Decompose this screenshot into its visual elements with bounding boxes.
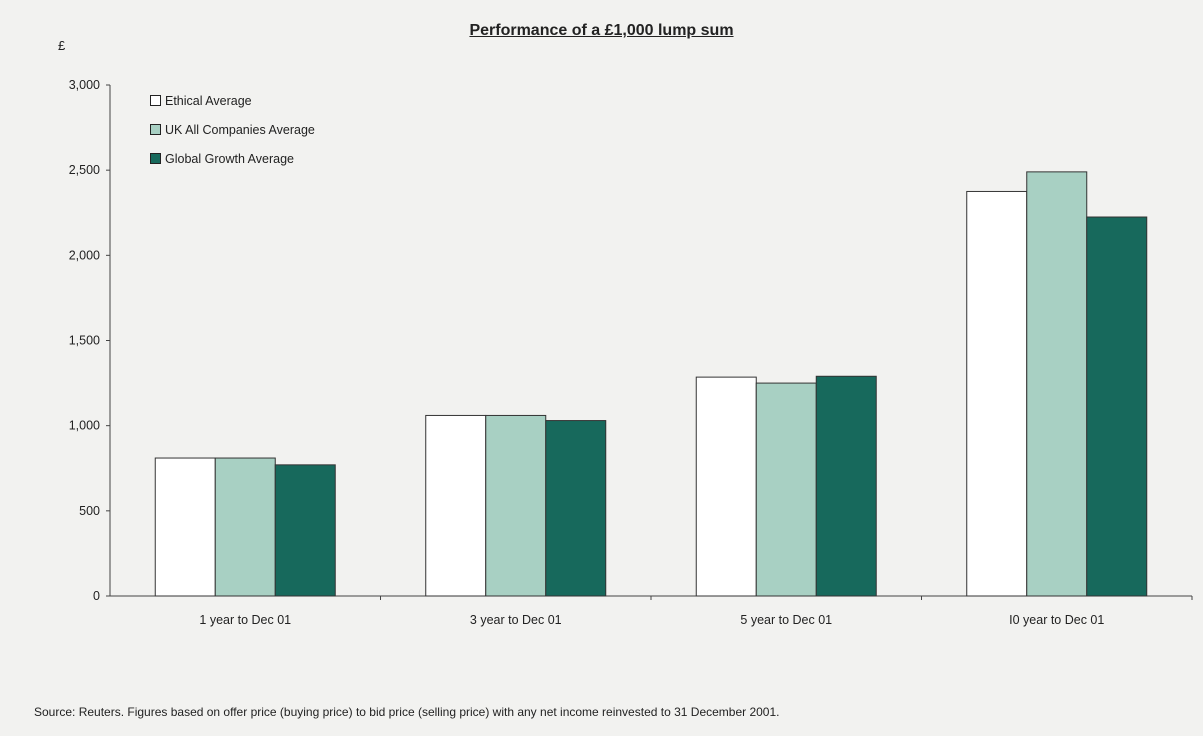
legend-swatch-ethical [150,95,161,106]
bar [1086,216,1148,597]
legend-swatch-uk-all-companies [150,124,161,135]
bar [695,376,757,597]
x-tick-label: I0 year to Dec 01 [1009,613,1104,627]
chart-legend: Ethical Average UK All Companies Average… [150,86,315,173]
bar [154,457,216,597]
bar [815,375,877,597]
bar [755,382,817,597]
legend-item-uk-all-companies: UK All Companies Average [150,115,315,144]
legend-label-uk-all-companies: UK All Companies Average [165,122,315,137]
legend-item-global-growth: Global Growth Average [150,144,315,173]
bar [966,190,1028,597]
y-tick-label: 2,000 [69,248,100,262]
bar [425,414,487,597]
chart-title: Performance of a £1,000 lump sum [469,22,734,39]
y-tick-label: 1,000 [69,419,100,433]
y-tick-label: 0 [93,589,100,603]
y-tick-label: 2,500 [69,163,100,177]
legend-item-ethical: Ethical Average [150,86,315,115]
bar [1026,171,1088,597]
bar [214,457,276,597]
bar [545,420,607,597]
legend-label-global-growth: Global Growth Average [165,151,295,166]
legend-swatch-global-growth [150,153,161,164]
x-tick-label: 1 year to Dec 01 [199,613,291,627]
legend-label-ethical: Ethical Average [165,93,252,108]
y-tick-label: 3,000 [69,78,100,92]
bar [274,464,336,597]
y-tick-label: 500 [79,504,100,518]
y-axis-unit-label: £ [58,38,66,53]
x-tick-label: 5 year to Dec 01 [740,613,832,627]
x-tick-label: 3 year to Dec 01 [470,613,562,627]
source-note: Source: Reuters. Figures based on offer … [34,705,780,719]
y-tick-label: 1,500 [69,334,100,348]
bar [485,414,547,597]
